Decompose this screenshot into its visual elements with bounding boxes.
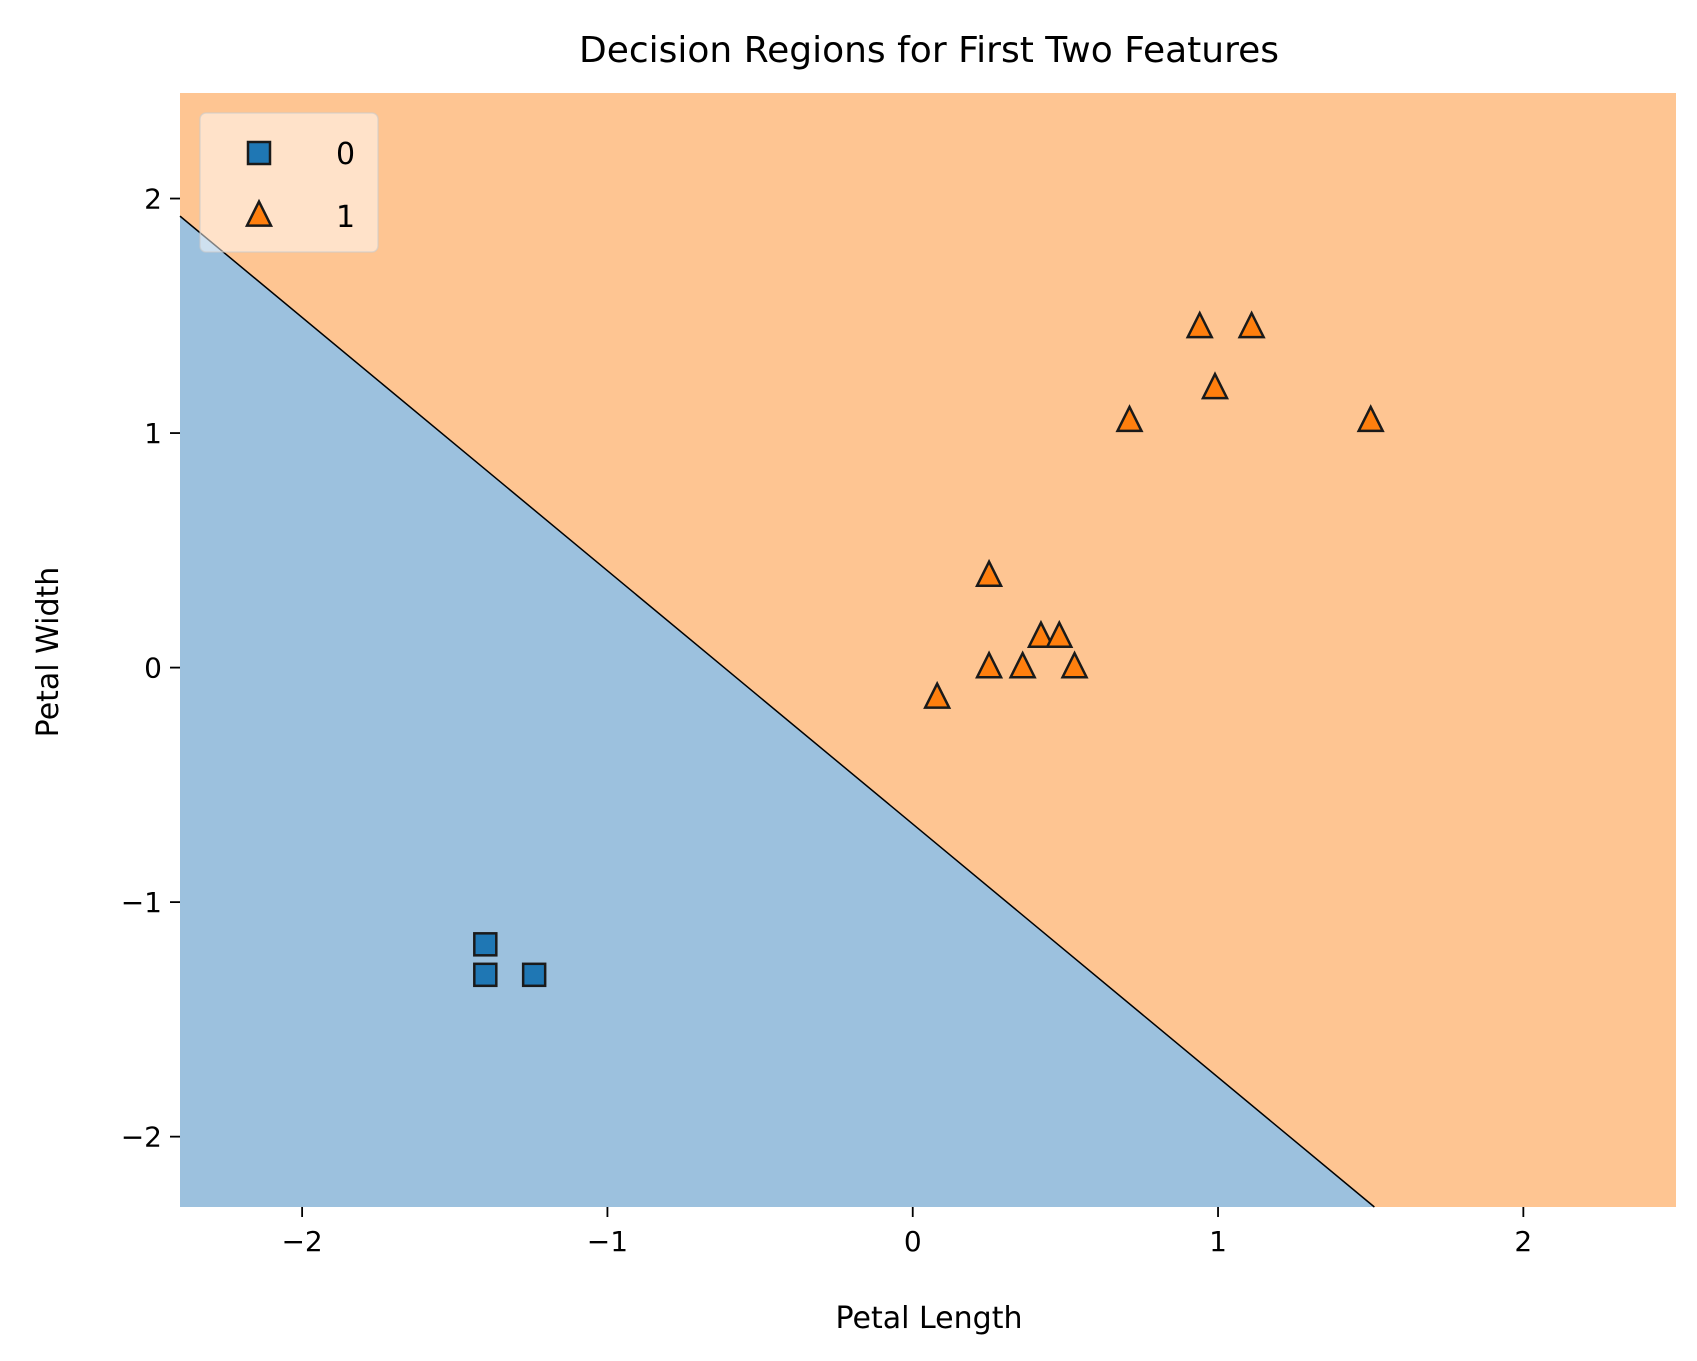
y-tick-label: 2 — [144, 183, 162, 216]
y-axis-label: Petal Width — [31, 567, 66, 738]
data-point-class-1 — [1356, 404, 1385, 433]
data-point-class-1 — [975, 558, 1004, 587]
data-point-class-0 — [473, 932, 498, 957]
legend-marker-class-0 — [246, 140, 272, 166]
x-tick-label: −1 — [587, 1225, 628, 1258]
x-tick-label: 0 — [904, 1225, 922, 1258]
y-axis: −2 −1 0 1 2 — [121, 183, 180, 1154]
data-point-class-1 — [1185, 310, 1214, 339]
chart-title: Decision Regions for First Two Features — [579, 30, 1279, 71]
data-point-class-0 — [521, 962, 547, 988]
y-tick-label: −1 — [121, 886, 162, 919]
data-point-class-1 — [1115, 404, 1144, 433]
legend-label-class-0: 0 — [336, 137, 355, 172]
legend-marker-class-1 — [244, 198, 274, 227]
decision-boundary-line — [179, 215, 1375, 1208]
data-point-class-1 — [1045, 619, 1074, 648]
data-point-class-0 — [473, 962, 498, 988]
data-point-class-1 — [1026, 619, 1055, 648]
y-tick-label: 1 — [144, 417, 162, 450]
data-point-class-1 — [923, 680, 952, 709]
data-point-class-1 — [1200, 371, 1230, 400]
x-axis: −2 −1 0 1 2 — [281, 1207, 1532, 1258]
x-axis-label: Petal Length — [836, 1301, 1023, 1336]
data-point-class-1 — [975, 650, 1004, 679]
legend-box — [199, 112, 379, 253]
legend-label-class-1: 1 — [336, 200, 355, 235]
plot-area — [179, 93, 1676, 1208]
data-point-class-1 — [1008, 650, 1037, 679]
data-points — [473, 310, 1385, 988]
x-tick-label: 1 — [1209, 1225, 1227, 1258]
data-point-class-1 — [1237, 310, 1266, 339]
x-tick-label: −2 — [281, 1225, 322, 1258]
x-tick-label: 2 — [1514, 1225, 1532, 1258]
y-tick-label: −2 — [121, 1121, 162, 1154]
legend: 01 — [199, 112, 379, 253]
data-point-class-1 — [1060, 650, 1089, 679]
y-tick-label: 0 — [144, 652, 162, 685]
